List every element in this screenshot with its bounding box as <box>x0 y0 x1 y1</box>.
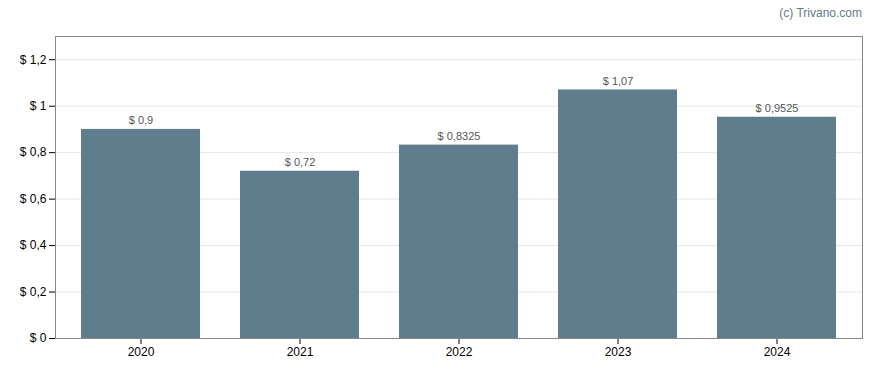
svg-text:$ 0,2: $ 0,2 <box>20 285 47 299</box>
svg-text:$ 0,6: $ 0,6 <box>20 192 47 206</box>
svg-text:$ 0,9525: $ 0,9525 <box>756 102 799 114</box>
svg-text:$ 1,2: $ 1,2 <box>20 53 47 67</box>
svg-text:$ 0,9: $ 0,9 <box>129 114 153 126</box>
html-text:(c) Trivano.com: (c) Trivano.com <box>779 6 862 20</box>
svg-text:$ 1: $ 1 <box>30 99 47 113</box>
svg-text:$ 0,8325: $ 0,8325 <box>438 130 481 142</box>
svg-text:$ 0: $ 0 <box>30 331 47 345</box>
svg-text:$ 1,07: $ 1,07 <box>603 75 634 87</box>
svg-text:2022: 2022 <box>446 345 473 359</box>
svg-text:$ 0,4: $ 0,4 <box>20 238 47 252</box>
svg-text:$ 0,8: $ 0,8 <box>20 145 47 159</box>
svg-text:2024: 2024 <box>764 345 791 359</box>
svg-text:2021: 2021 <box>287 345 314 359</box>
svg-text:$ 0,72: $ 0,72 <box>285 156 316 168</box>
svg-text:2023: 2023 <box>605 345 632 359</box>
svg-text:2020: 2020 <box>128 345 155 359</box>
